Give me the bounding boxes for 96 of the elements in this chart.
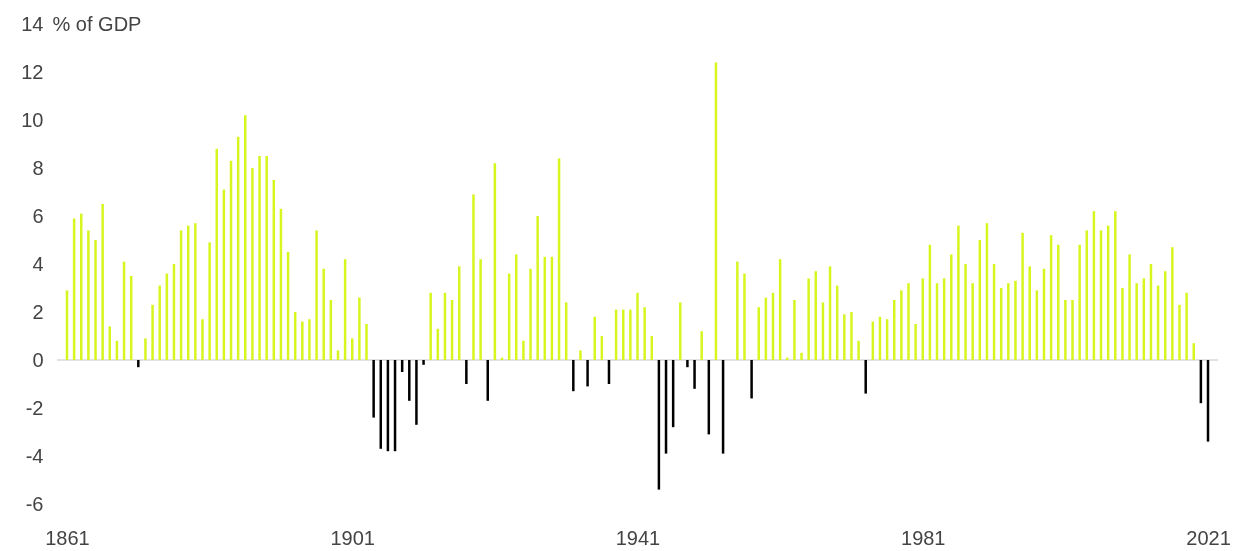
bar — [1178, 304, 1181, 360]
bar — [308, 319, 311, 360]
y-axis-title: % of GDP — [52, 12, 142, 35]
y-tick-label: 8 — [32, 156, 44, 179]
bar — [957, 225, 960, 360]
x-tick-label: 1981 — [901, 526, 946, 549]
x-tick-label: 1901 — [330, 526, 375, 549]
bar — [1078, 244, 1081, 360]
y-tick-label: 2 — [32, 300, 44, 323]
y-tick-label: 4 — [32, 252, 44, 275]
bar — [101, 204, 104, 360]
bar — [907, 283, 910, 360]
bar — [408, 360, 411, 401]
bar — [137, 360, 140, 368]
bar — [572, 360, 575, 392]
bar — [479, 259, 482, 360]
bar — [358, 297, 361, 360]
bar — [1071, 300, 1074, 360]
bar — [1192, 343, 1195, 360]
bar — [1171, 247, 1174, 360]
bar — [529, 268, 532, 360]
bar — [843, 314, 846, 360]
bar — [94, 240, 97, 360]
bar — [465, 360, 468, 384]
bar — [429, 292, 432, 360]
bar — [1135, 283, 1138, 360]
x-tick-label: 1941 — [615, 526, 661, 549]
y-tick-label: -2 — [25, 396, 44, 419]
bar — [643, 307, 646, 360]
x-tick-label: 1861 — [45, 526, 90, 549]
bar — [194, 223, 197, 360]
bar — [151, 304, 154, 360]
bar — [1064, 300, 1067, 360]
bar — [244, 115, 247, 360]
bar — [586, 360, 589, 387]
bar — [158, 285, 161, 360]
bar — [1128, 254, 1131, 360]
bar — [636, 292, 639, 360]
bar — [322, 268, 325, 360]
bar — [372, 360, 375, 418]
bar — [864, 360, 867, 394]
bar — [515, 254, 518, 360]
bar — [757, 307, 760, 360]
bar — [693, 360, 696, 389]
y-tick-label: 6 — [32, 204, 44, 227]
y-tick-label: 12 — [21, 60, 44, 83]
bar — [736, 261, 739, 360]
bar — [87, 230, 90, 360]
bar — [201, 319, 204, 360]
y-tick-label: -6 — [25, 492, 44, 515]
bar — [950, 254, 953, 360]
bar — [1185, 292, 1188, 360]
bar — [686, 360, 689, 368]
y-tick-label: 0 — [32, 348, 44, 371]
bar — [579, 350, 582, 360]
bar — [315, 230, 318, 360]
bar — [914, 324, 917, 360]
bar — [971, 283, 974, 360]
bar — [857, 340, 860, 360]
bar — [422, 360, 425, 365]
bar — [629, 309, 632, 360]
bar — [743, 273, 746, 360]
bar — [593, 316, 596, 360]
bar — [522, 340, 525, 360]
bar — [208, 242, 211, 360]
bar — [415, 360, 418, 425]
y-tick-label: 10 — [21, 108, 44, 131]
x-tick-label: 2021 — [1186, 526, 1231, 549]
bar — [807, 278, 810, 360]
y-tick-label: -4 — [25, 444, 44, 467]
bar — [80, 213, 83, 360]
bar — [700, 331, 703, 360]
bar — [536, 216, 539, 360]
bar — [251, 168, 254, 360]
bar — [301, 321, 304, 360]
bar — [486, 360, 489, 401]
bar — [786, 357, 789, 360]
bar — [964, 264, 967, 360]
bar — [750, 360, 753, 399]
bar — [1028, 266, 1031, 360]
bar — [1121, 288, 1124, 360]
bar — [1021, 232, 1024, 360]
bar — [144, 338, 147, 360]
bar — [265, 156, 268, 360]
bar — [1014, 280, 1017, 360]
bar — [793, 300, 796, 360]
bar — [472, 194, 475, 360]
bar — [850, 312, 853, 360]
bar — [1007, 283, 1010, 360]
bar — [900, 290, 903, 360]
bar — [365, 324, 368, 360]
bar — [800, 352, 803, 360]
bar — [679, 302, 682, 360]
bar — [1114, 211, 1117, 360]
bar — [258, 156, 261, 360]
y-tick-label: 14 — [21, 12, 44, 35]
